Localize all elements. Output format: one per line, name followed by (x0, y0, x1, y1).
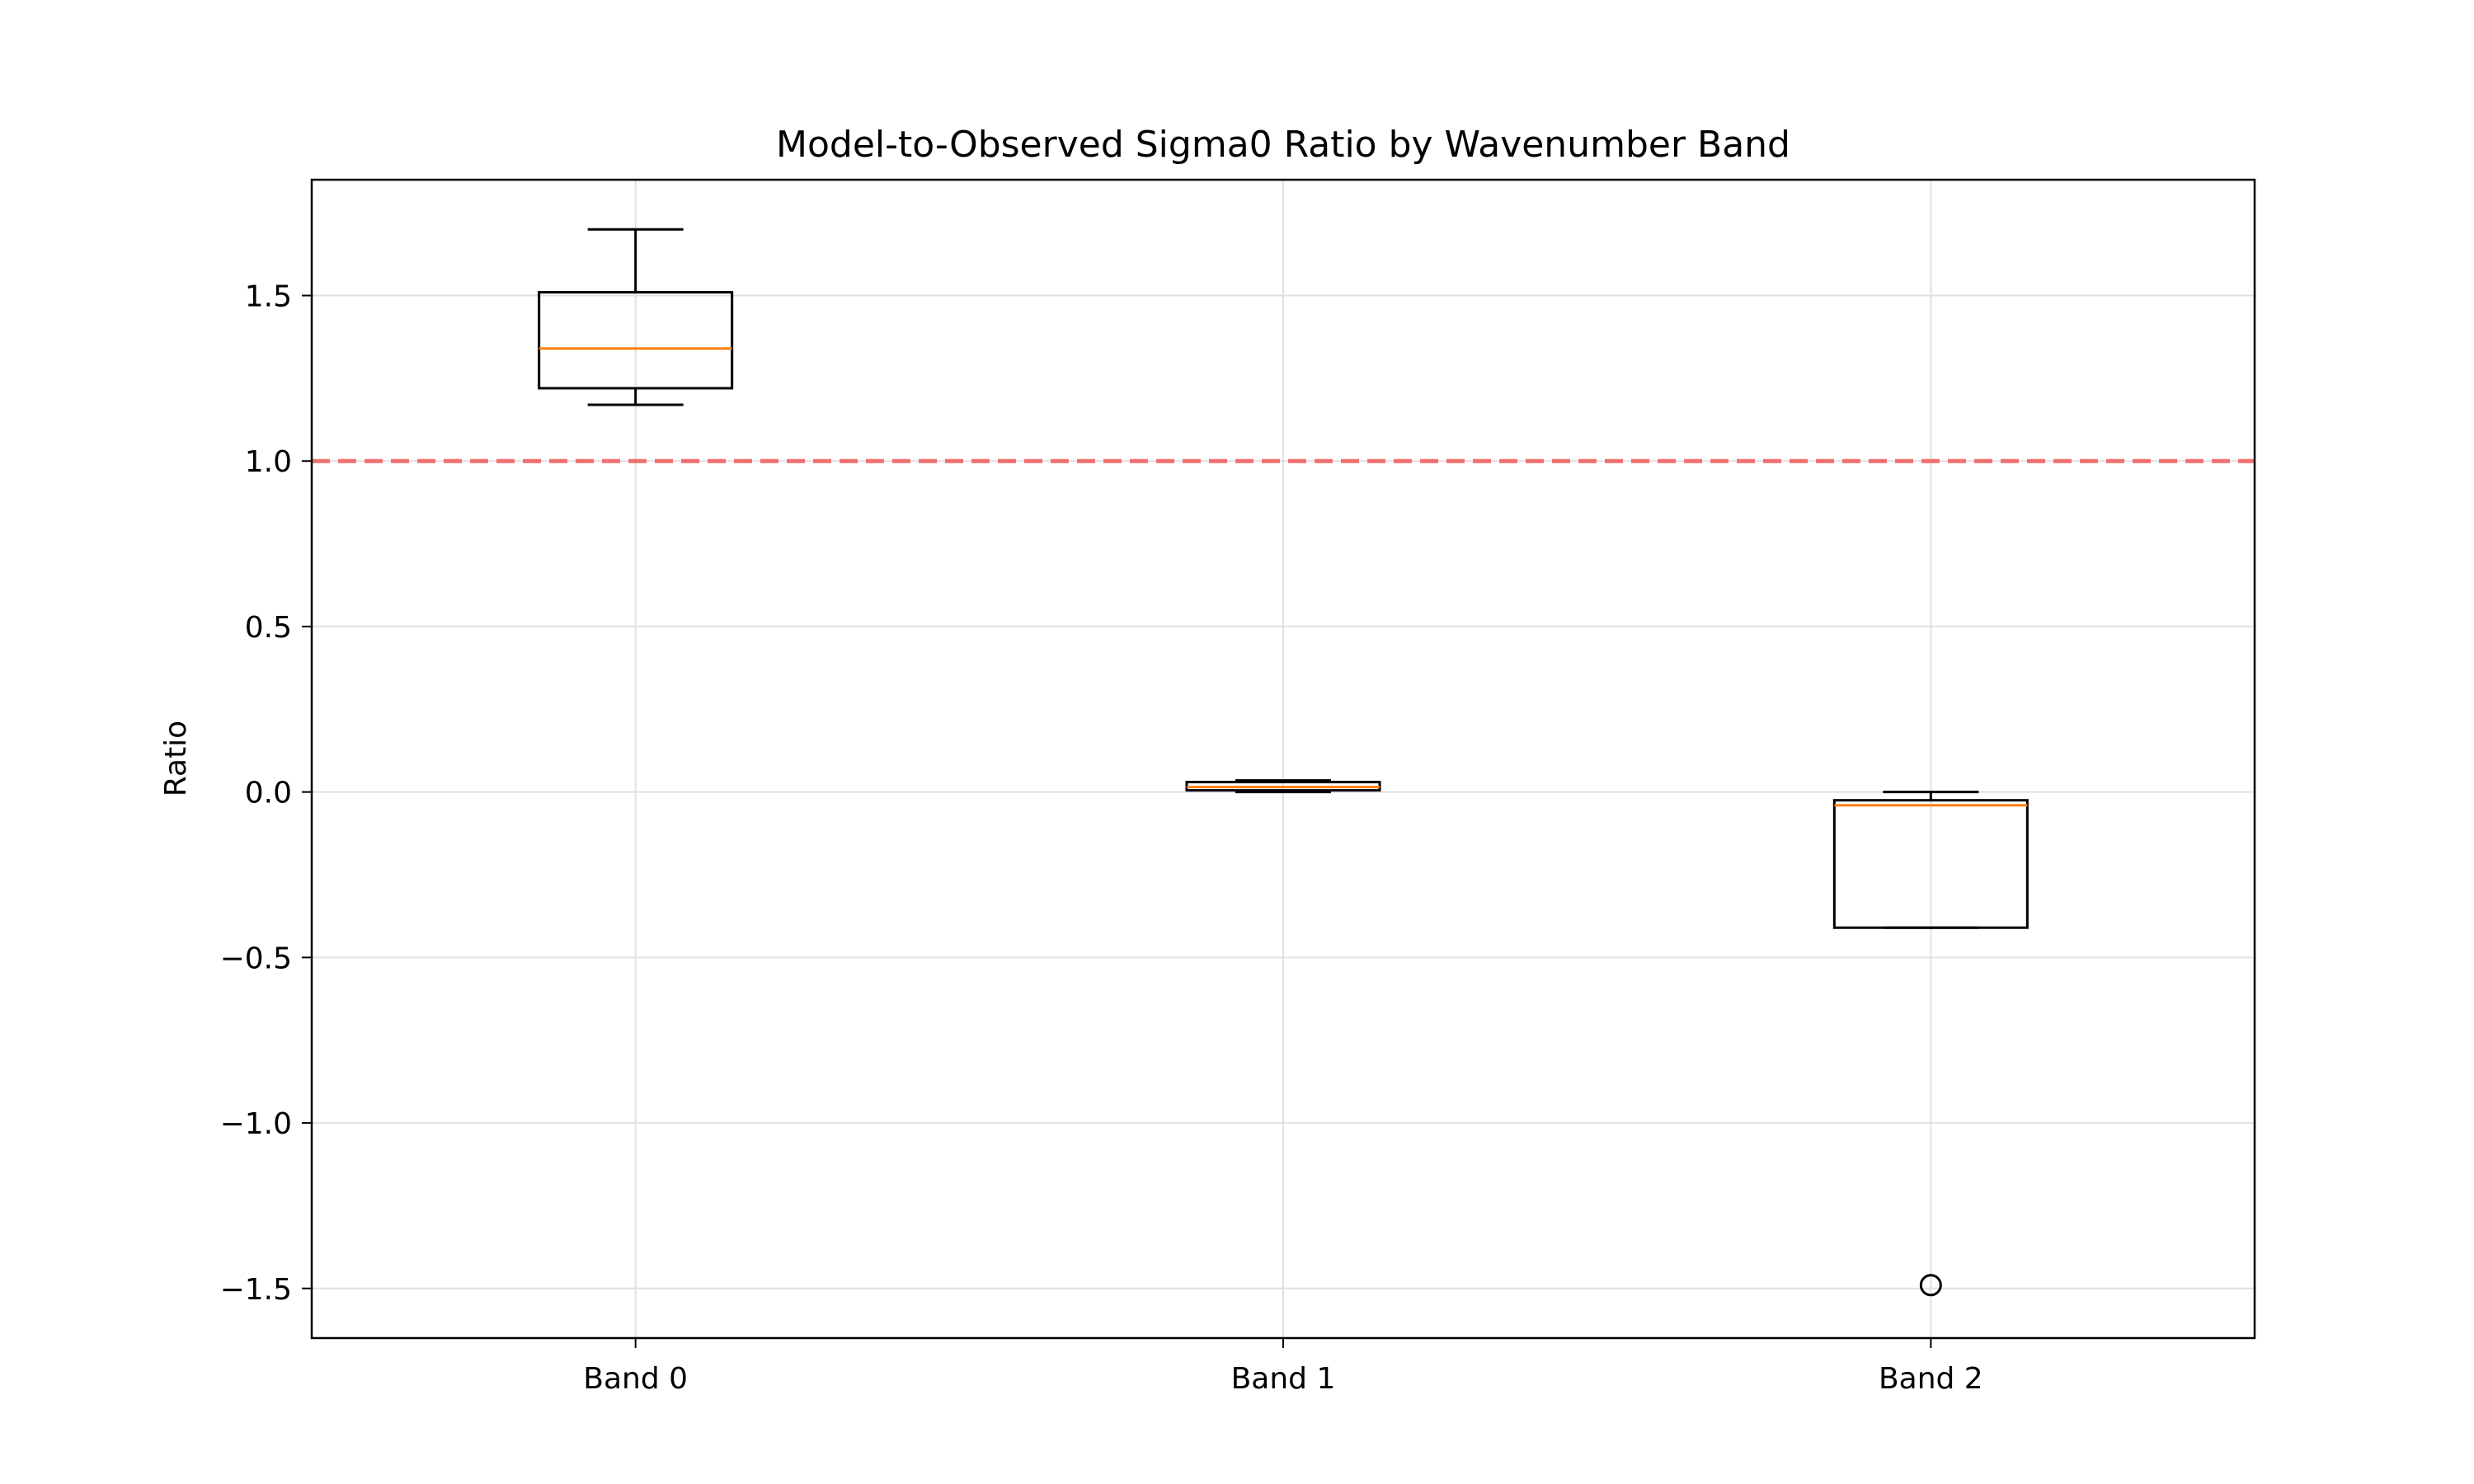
axes: −1.5 −1.0 −0.5 0.0 0.5 1.0 1.5 Band 0 Band 1 Band… (220, 280, 1983, 1397)
x-tick-label: Band 1 (1231, 1362, 1336, 1396)
y-tick-label: 0.5 (245, 611, 292, 645)
box-band-0 (538, 228, 734, 406)
y-tick-label: −0.5 (220, 942, 292, 975)
box-band-1 (1185, 779, 1381, 794)
box-group (538, 228, 2029, 1297)
box-iqr (538, 290, 734, 390)
chart-title: Model-to-Observed Sigma0 Ratio by Wavenu… (776, 124, 1790, 166)
x-tick-label: Band 0 (583, 1362, 688, 1396)
y-tick-label: 0.0 (245, 777, 292, 810)
box-iqr (1832, 799, 2029, 929)
y-tick-label: 1.0 (245, 445, 292, 479)
outlier-point (1919, 1274, 1942, 1297)
x-tick-label: Band 2 (1879, 1362, 1983, 1396)
y-tick-label: −1.5 (220, 1273, 292, 1307)
y-axis-label: Ratio (159, 721, 193, 796)
y-tick-label: −1.0 (220, 1107, 292, 1141)
box-band-2 (1832, 791, 2029, 1297)
y-tick-label: 1.5 (245, 280, 292, 314)
